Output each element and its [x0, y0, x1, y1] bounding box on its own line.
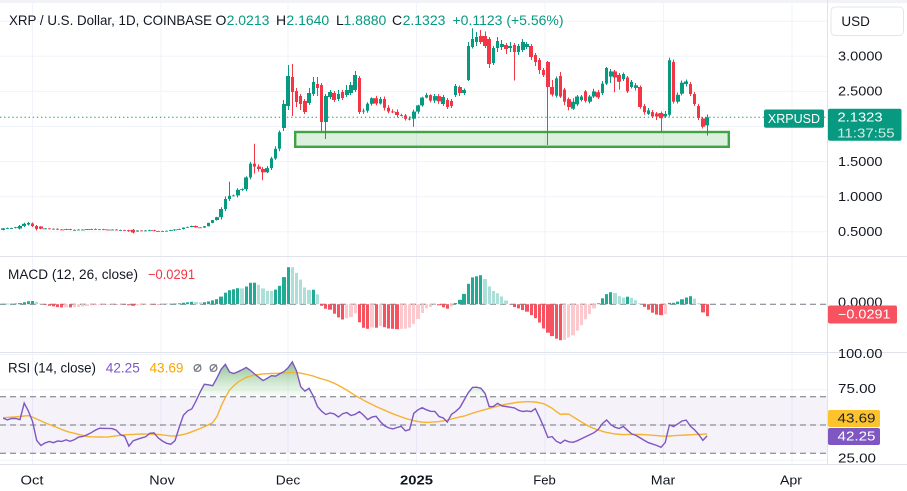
svg-text:RSI (14, close): RSI (14, close)	[8, 360, 96, 376]
svg-text:2.1323: 2.1323	[403, 12, 446, 28]
svg-text:100.00: 100.00	[838, 347, 882, 361]
svg-text:Mar: Mar	[651, 473, 676, 488]
svg-text:3.0000: 3.0000	[838, 50, 883, 64]
svg-text:XRPUSD: XRPUSD	[768, 111, 820, 126]
svg-text:1.8880: 1.8880	[344, 12, 387, 28]
svg-text:11:37:55: 11:37:55	[837, 127, 894, 141]
svg-text:H: H	[276, 12, 286, 28]
svg-text:42.25: 42.25	[106, 360, 140, 376]
svg-text:XRP / U.S. Dollar, 1D, COINBAS: XRP / U.S. Dollar, 1D, COINBASE	[9, 12, 212, 28]
svg-text:Dec: Dec	[276, 473, 301, 488]
svg-text:C: C	[392, 12, 402, 28]
svg-text:L: L	[336, 12, 344, 28]
svg-text:0.5000: 0.5000	[838, 225, 883, 239]
svg-text:2.1640: 2.1640	[286, 12, 329, 28]
svg-text:Feb: Feb	[533, 473, 556, 488]
svg-text:O: O	[216, 12, 227, 28]
svg-text:Oct: Oct	[21, 473, 44, 488]
svg-text:Nov: Nov	[149, 473, 175, 488]
svg-text:USD: USD	[841, 14, 870, 29]
svg-text:2.5000: 2.5000	[838, 85, 883, 99]
svg-text:−0.0291: −0.0291	[838, 307, 891, 321]
svg-text:1.5000: 1.5000	[838, 155, 883, 169]
svg-text:75.00: 75.00	[838, 382, 876, 396]
svg-text:1.0000: 1.0000	[838, 190, 883, 204]
svg-text:25.00: 25.00	[838, 452, 876, 466]
svg-text:2.1323: 2.1323	[838, 111, 883, 125]
svg-text:MACD (12, 26, close): MACD (12, 26, close)	[8, 266, 138, 282]
svg-text:+0.1123 (+5.56%): +0.1123 (+5.56%)	[453, 12, 564, 28]
svg-text:−0.0291: −0.0291	[148, 266, 195, 282]
svg-text:43.69: 43.69	[150, 360, 184, 376]
svg-text:42.25: 42.25	[838, 430, 876, 444]
svg-text:2025: 2025	[400, 473, 433, 488]
svg-text:2.0213: 2.0213	[227, 12, 270, 28]
svg-text:43.69: 43.69	[838, 412, 876, 426]
svg-text:Apr: Apr	[780, 473, 803, 488]
